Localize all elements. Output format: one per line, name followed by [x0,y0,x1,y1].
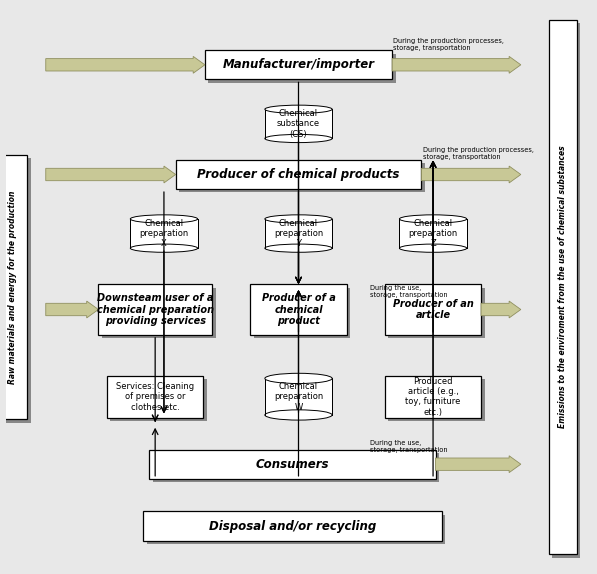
Text: Services: Cleaning
of premises or
clothes etc.: Services: Cleaning of premises or clothe… [116,382,194,412]
FancyBboxPatch shape [399,219,467,248]
FancyBboxPatch shape [552,23,580,557]
Text: Chemical
preparation
X: Chemical preparation X [139,219,189,249]
Text: Chemical
preparation
Y: Chemical preparation Y [274,219,323,249]
FancyArrow shape [421,166,521,183]
Ellipse shape [265,410,332,420]
FancyArrow shape [435,456,521,472]
FancyArrow shape [46,301,99,318]
Text: Producer of chemical products: Producer of chemical products [198,168,399,181]
FancyBboxPatch shape [265,378,332,415]
FancyBboxPatch shape [0,155,27,419]
FancyBboxPatch shape [265,219,332,248]
FancyBboxPatch shape [2,158,30,422]
Text: Manufacturer/importer: Manufacturer/importer [223,59,374,71]
Text: Producer of an
article: Producer of an article [393,298,473,320]
Text: During the production processes,
storage, transportation: During the production processes, storage… [423,148,533,160]
FancyArrow shape [46,166,176,183]
FancyBboxPatch shape [250,284,347,335]
Text: Produced
article (e.g.,
toy, furniture
etc.): Produced article (e.g., toy, furniture e… [405,377,461,417]
FancyBboxPatch shape [149,449,436,479]
Text: Chemical
preparation
W: Chemical preparation W [274,382,323,412]
FancyBboxPatch shape [101,288,216,338]
FancyBboxPatch shape [385,284,481,335]
FancyBboxPatch shape [110,379,207,421]
Text: Emissions to the enviroment from the use of chemical substances: Emissions to the enviroment from the use… [558,146,567,428]
FancyBboxPatch shape [143,511,442,541]
Ellipse shape [399,215,467,223]
Text: Chemical
substance
(CS): Chemical substance (CS) [277,109,320,139]
Ellipse shape [265,373,332,383]
Text: During the use,
storage, transportation: During the use, storage, transportation [370,285,448,298]
Ellipse shape [130,244,198,253]
Ellipse shape [399,244,467,253]
FancyBboxPatch shape [130,219,198,248]
Text: During the use,
storage, transportation: During the use, storage, transportation [370,440,448,453]
FancyBboxPatch shape [176,160,421,189]
FancyBboxPatch shape [265,109,332,138]
Ellipse shape [265,134,332,142]
Text: Chemical
preparation
Z: Chemical preparation Z [408,219,458,249]
FancyBboxPatch shape [385,375,481,418]
FancyBboxPatch shape [179,163,425,192]
Text: Consumers: Consumers [256,457,330,471]
Text: Downsteam user of a
chemical preparation
providing services: Downsteam user of a chemical preparation… [97,293,214,326]
FancyBboxPatch shape [549,20,577,554]
FancyBboxPatch shape [107,375,204,418]
FancyBboxPatch shape [208,53,396,83]
Ellipse shape [265,105,332,113]
FancyBboxPatch shape [388,288,485,338]
FancyArrow shape [46,56,205,73]
Ellipse shape [130,215,198,223]
FancyArrow shape [481,301,521,318]
Text: Raw materials and energy for the production: Raw materials and energy for the product… [8,191,17,383]
FancyBboxPatch shape [254,288,350,338]
Text: During the production processes,
storage, transportation: During the production processes, storage… [393,38,504,51]
FancyBboxPatch shape [153,453,439,482]
Ellipse shape [265,244,332,253]
Ellipse shape [265,215,332,223]
FancyBboxPatch shape [205,50,392,79]
FancyBboxPatch shape [388,379,485,421]
Text: Producer of a
chemical
product: Producer of a chemical product [261,293,336,326]
Text: Disposal and/or recycling: Disposal and/or recycling [209,519,376,533]
FancyBboxPatch shape [98,284,212,335]
FancyArrow shape [392,56,521,73]
FancyBboxPatch shape [147,515,445,544]
